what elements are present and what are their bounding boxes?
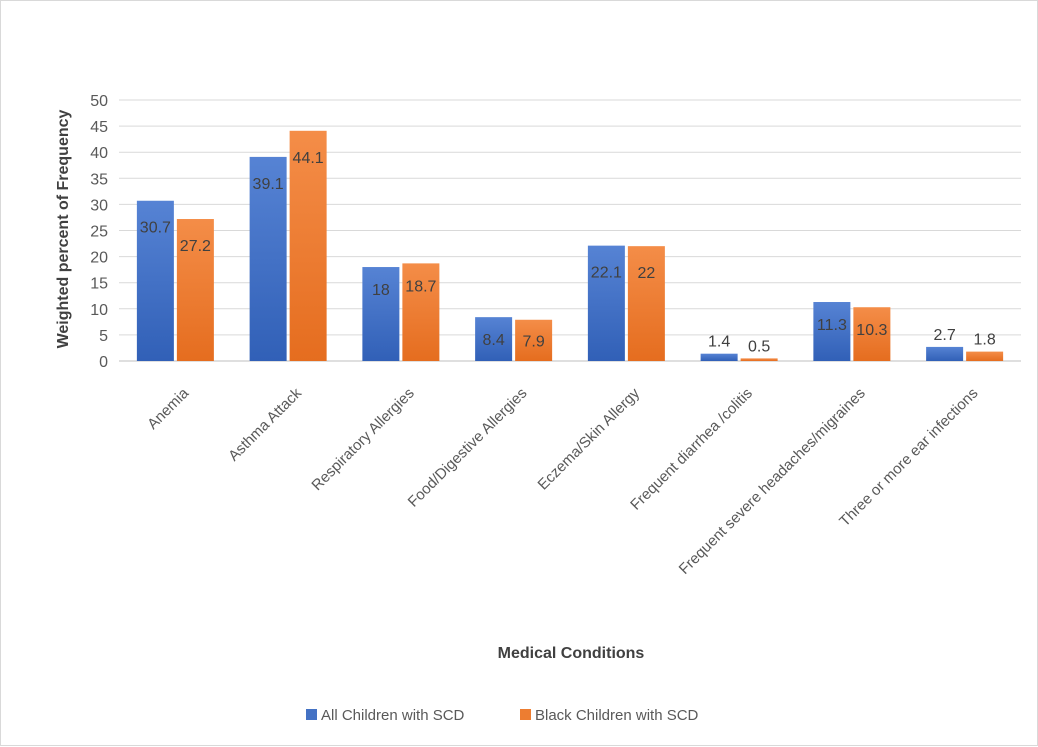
bar-all-children-with-scd-respiratory-allergies: [362, 267, 400, 361]
bar-black-children-with-scd-frequent-severe-headaches-migraines: [853, 307, 891, 361]
data-label: 22.1: [591, 265, 622, 282]
data-label: 0.5: [748, 338, 770, 355]
y-tick-label: 30: [90, 197, 108, 214]
data-label: 1.4: [708, 334, 730, 351]
y-tick-label: 10: [90, 302, 108, 319]
x-category-label: Frequent diarrhea /colitis: [627, 385, 756, 514]
data-label: 11.3: [817, 317, 847, 334]
y-tick-label: 35: [90, 171, 108, 188]
x-category-label: Frequent severe headaches/migraines: [676, 385, 869, 578]
bar-black-children-with-scd-respiratory-allergies: [402, 263, 440, 361]
legend-label-black-children: Black Children with SCD: [535, 707, 699, 724]
bar-all-children-with-scd-frequent-diarrhea-colitis: [700, 353, 738, 361]
y-tick-label: 15: [90, 276, 108, 293]
y-tick-label: 25: [90, 224, 108, 241]
data-label: 30.7: [140, 220, 171, 237]
bar-black-children-with-scd-eczema-skin-allergy: [627, 246, 665, 361]
x-axis-title: Medical Conditions: [498, 645, 645, 662]
bar-black-children-with-scd-asthma-attack: [289, 130, 327, 361]
data-label: 2.7: [934, 327, 956, 344]
y-axis-title: Weighted percent of Frequency: [55, 109, 72, 348]
bar-black-children-with-scd-frequent-diarrhea-colitis: [740, 358, 778, 361]
x-category-label: Eczema/Skin Allergy: [534, 384, 643, 493]
data-label: 18.7: [405, 278, 436, 295]
x-axis-categories: Anemia Asthma Attack Respiratory Allergies…: [144, 384, 981, 577]
data-label: 44.1: [293, 150, 324, 167]
y-axis-ticks: 0 5 10 15 20 25 30 35 40 45 50: [90, 93, 108, 371]
data-label: 7.9: [523, 333, 545, 350]
data-label: 18: [372, 282, 390, 299]
bars: [136, 130, 1004, 361]
data-labels: 30.7 27.2 39.1 44.1 18 18.7 8.4 7.9 22.1 22 1.4 0.5…: [140, 150, 996, 356]
y-tick-label: 45: [90, 119, 108, 136]
y-tick-label: 0: [99, 354, 108, 371]
y-tick-label: 50: [90, 93, 108, 110]
x-category-label: Respiratory Allergies: [308, 385, 417, 494]
legend-swatch-black-children: [520, 709, 531, 720]
data-label: 22: [637, 265, 655, 282]
bar-black-children-with-scd-anemia: [176, 219, 214, 361]
legend-swatch-all-children: [306, 709, 317, 720]
legend: All Children with SCD Black Children wit…: [306, 707, 699, 724]
x-category-label: Anemia: [144, 384, 192, 432]
bar-all-children-with-scd-anemia: [136, 200, 174, 361]
bar-black-children-with-scd-food-digestive-allergies: [515, 319, 553, 361]
bar-black-children-with-scd-three-or-more-ear-infections: [966, 351, 1004, 361]
bar-all-children-with-scd-asthma-attack: [249, 156, 287, 361]
data-label: 8.4: [483, 332, 505, 349]
bar-all-children-with-scd-food-digestive-allergies: [475, 317, 513, 361]
y-tick-label: 20: [90, 250, 108, 267]
data-label: 10.3: [856, 322, 887, 339]
bar-all-children-with-scd-three-or-more-ear-infections: [926, 346, 964, 361]
data-label: 39.1: [253, 176, 284, 193]
data-label: 27.2: [180, 238, 211, 255]
legend-label-all-children: All Children with SCD: [321, 707, 465, 724]
data-label: 1.8: [974, 332, 996, 349]
x-category-label: Asthma Attack: [225, 384, 305, 464]
y-tick-label: 5: [99, 328, 108, 345]
x-category-label: Food/Digestive Allergies: [405, 385, 531, 511]
bar-all-children-with-scd-frequent-severe-headaches-migraines: [813, 302, 851, 361]
y-tick-label: 40: [90, 145, 108, 162]
bar-all-children-with-scd-eczema-skin-allergy: [587, 245, 625, 361]
